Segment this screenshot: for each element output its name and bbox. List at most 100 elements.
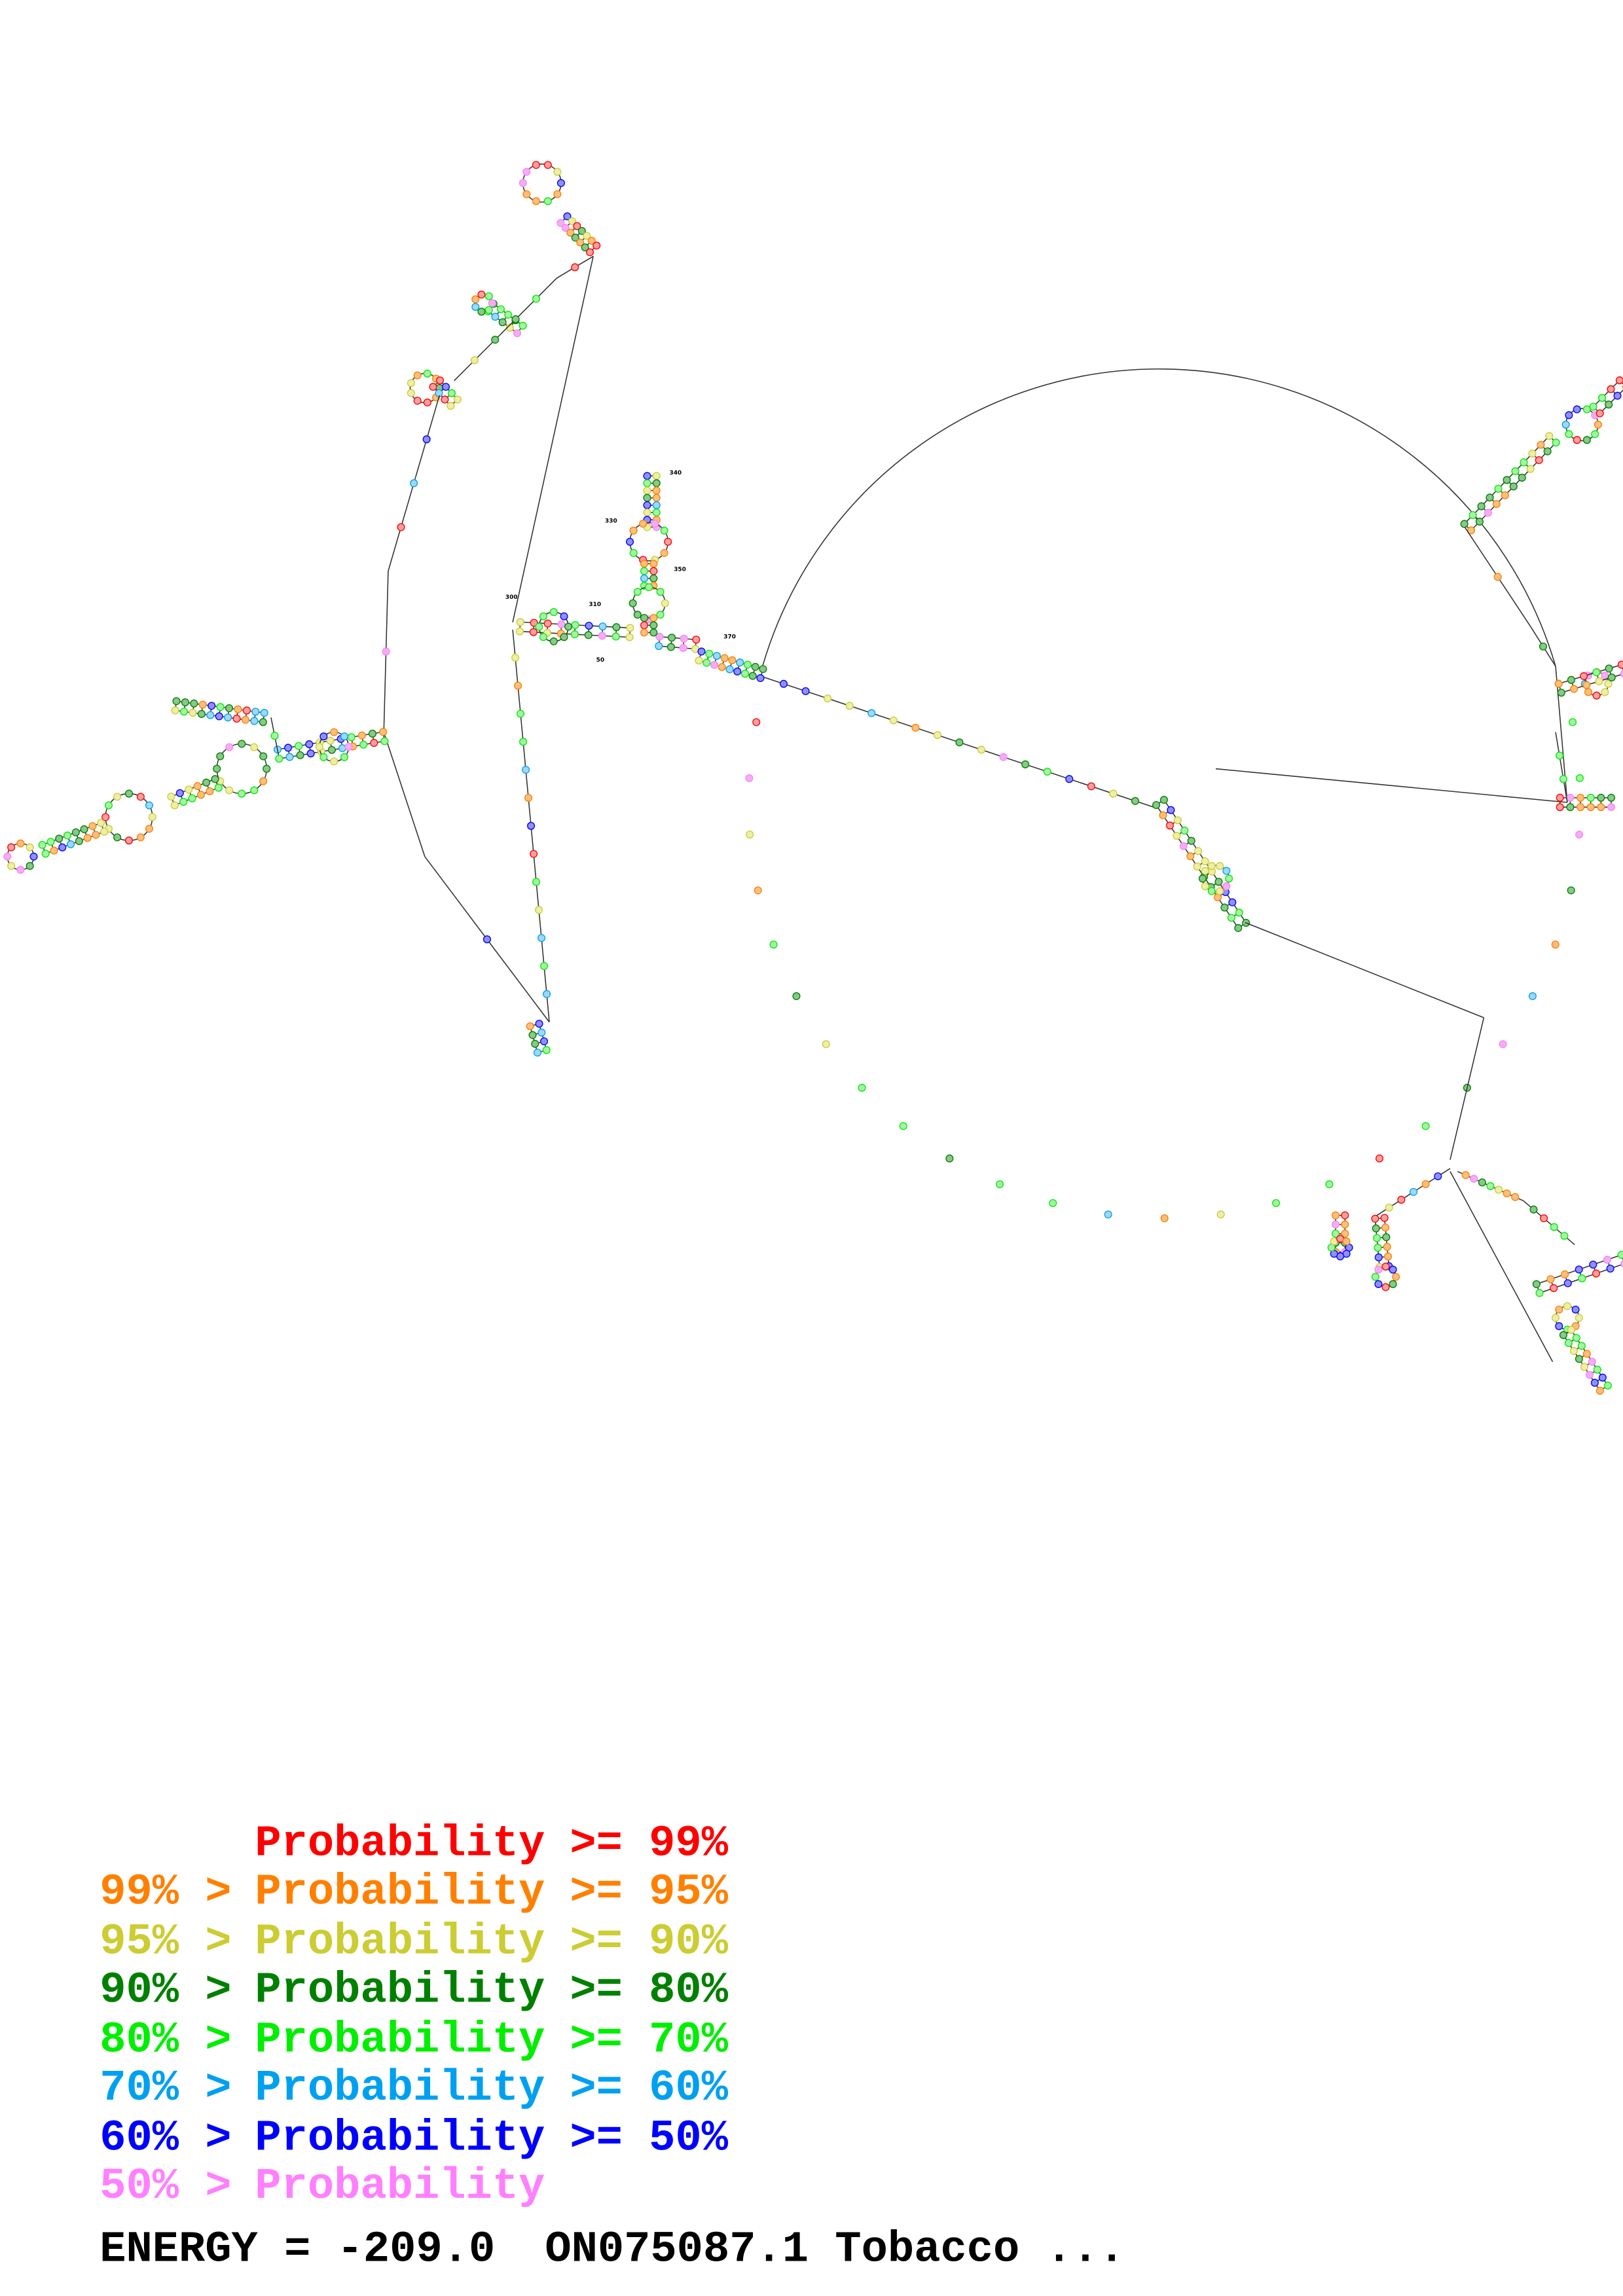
nucleotide <box>1173 816 1182 825</box>
nucleotide <box>1397 1196 1406 1204</box>
nucleotide <box>651 520 659 528</box>
nucleotide <box>543 197 552 206</box>
nucleotide <box>1087 782 1095 791</box>
nucleotide <box>1201 857 1209 866</box>
position-label: 340 <box>669 470 682 476</box>
nucleotide <box>1580 672 1588 681</box>
nucleotide <box>1573 405 1581 414</box>
nucleotide <box>379 728 388 736</box>
nucleotide <box>471 302 480 311</box>
nucleotide <box>7 843 16 852</box>
nucleotide <box>179 708 189 716</box>
nucleotide <box>170 801 179 810</box>
nucleotide <box>1528 992 1537 1001</box>
nucleotide <box>611 632 620 641</box>
nucleotide <box>380 737 389 745</box>
nucleotide <box>725 665 734 673</box>
nucleotide <box>1620 1260 1623 1268</box>
nucleotide <box>556 179 565 187</box>
nucleotide <box>1065 775 1074 783</box>
nucleotide <box>1571 1305 1580 1314</box>
nucleotide <box>7 861 16 870</box>
nucleotide <box>471 295 480 304</box>
nucleotide <box>1588 1357 1596 1366</box>
nucleotide <box>1493 573 1502 581</box>
nucleotide <box>1385 1203 1393 1212</box>
nucleotide <box>67 840 75 848</box>
nucleotide <box>1564 1338 1573 1348</box>
legend-row-90: 95% > Probability >= 90% <box>0 1917 860 1967</box>
nucleotide <box>740 670 750 678</box>
position-label: 370 <box>723 634 736 640</box>
nucleotide <box>145 801 153 810</box>
nucleotide <box>423 398 431 406</box>
nucleotide <box>172 697 181 706</box>
nucleotide <box>640 628 649 637</box>
nucleotide <box>522 766 530 774</box>
nucleotide <box>625 633 634 641</box>
helix-strand <box>538 1023 547 1050</box>
nucleotide <box>413 371 422 380</box>
nucleotide <box>1596 409 1604 418</box>
legend-row-60: 70% > Probability >= 60% <box>0 2064 860 2113</box>
nucleotide <box>680 634 688 643</box>
nucleotide <box>1381 1283 1390 1291</box>
nucleotide <box>270 732 279 740</box>
nucleotide <box>519 179 527 187</box>
nucleotide <box>225 704 234 713</box>
nucleotide <box>533 1049 541 1057</box>
nucleotide <box>251 708 260 716</box>
backbone-segment <box>1555 732 1568 803</box>
nucleotide <box>29 852 38 861</box>
nucleotide <box>1234 924 1243 932</box>
nucleotide <box>945 1154 954 1163</box>
nucleotide <box>511 315 520 323</box>
nucleotide <box>1565 411 1573 420</box>
nucleotide <box>441 382 450 391</box>
nucleotide <box>1575 1314 1583 1322</box>
nucleotide <box>718 663 726 672</box>
nucleotide <box>1597 393 1607 402</box>
nucleotide <box>745 774 754 782</box>
nucleotide <box>532 878 541 886</box>
helix-strand <box>530 1026 538 1053</box>
nucleotide <box>1540 1214 1548 1223</box>
nucleotide <box>1589 1261 1597 1269</box>
nucleotide <box>330 757 338 766</box>
nucleotide <box>1528 450 1537 458</box>
nucleotide <box>1518 473 1526 482</box>
nucleotide <box>560 633 568 641</box>
nucleotide <box>576 238 585 247</box>
nucleotide <box>1604 679 1613 688</box>
nucleotide <box>1545 432 1554 440</box>
nucleotide <box>1021 760 1030 768</box>
nucleotide <box>769 941 778 949</box>
nucleotide <box>1509 482 1518 491</box>
nucleotide <box>1235 908 1243 917</box>
nucleotide <box>215 712 223 721</box>
nucleotide <box>549 637 558 645</box>
nucleotide <box>340 732 349 741</box>
nucleotide <box>640 567 649 575</box>
nucleotide <box>643 493 651 502</box>
nucleotide <box>16 839 25 848</box>
nucleotide <box>656 611 665 619</box>
nucleotide <box>1421 1122 1430 1130</box>
nucleotide <box>1049 1199 1057 1208</box>
nucleotide <box>751 662 759 671</box>
nucleotide <box>1550 1223 1558 1231</box>
nucleotide <box>1561 420 1570 429</box>
nucleotide <box>1575 831 1584 839</box>
nucleotide <box>1109 789 1118 798</box>
position-label: 330 <box>605 518 617 525</box>
nucleotide <box>326 736 335 745</box>
nucleotide <box>1207 887 1216 895</box>
nucleotide <box>1152 800 1161 810</box>
nucleotide <box>1569 718 1577 726</box>
nucleotide <box>1331 1220 1340 1229</box>
nucleotide <box>368 729 376 738</box>
nucleotide <box>1167 806 1175 814</box>
nucleotide <box>238 740 246 748</box>
nucleotide <box>505 323 514 332</box>
nucleotide <box>1331 1229 1340 1238</box>
